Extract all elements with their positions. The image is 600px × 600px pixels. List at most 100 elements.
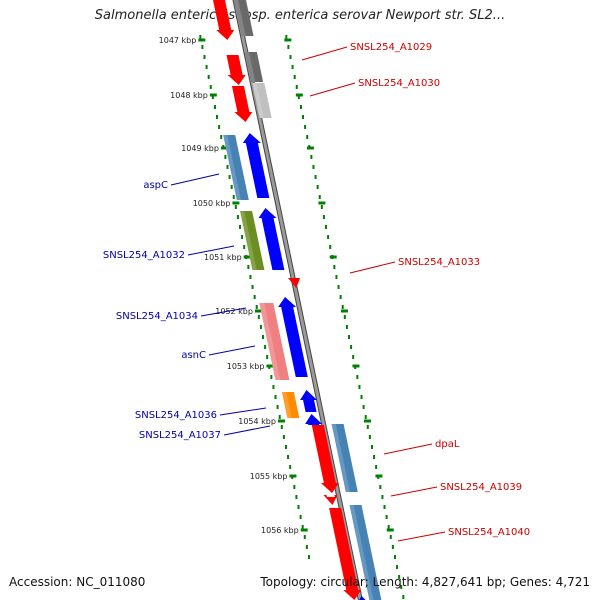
- guide-dot: [352, 355, 355, 359]
- cds-arrow-1039[interactable]: [323, 495, 338, 505]
- gene-bar-1030[interactable]: [252, 83, 272, 118]
- guide-dot: [364, 415, 367, 419]
- guide-dot: [305, 545, 308, 549]
- gene-bar-1028[interactable]: [232, 0, 254, 36]
- cds-arrow-1033[interactable]: [288, 278, 301, 288]
- gene-label-left: SNSL254_A1036: [135, 410, 217, 421]
- gene-label-right: SNSL254_A1030: [358, 78, 440, 89]
- gene-bar-1036[interactable]: [281, 392, 300, 418]
- guide-dot: [297, 505, 300, 509]
- map-title: Salmonella enterica subsp. enterica sero…: [94, 8, 506, 23]
- gene-bar-1034-shade: [259, 303, 281, 380]
- guide-dot: [249, 275, 252, 279]
- guide-dot: [213, 105, 216, 109]
- guide-dot: [343, 315, 346, 319]
- guide-dot: [243, 245, 246, 249]
- guide-dot: [285, 35, 288, 39]
- cds-arrow-aspc[interactable]: [242, 133, 270, 198]
- guide-dot: [337, 285, 340, 289]
- guide-dot: [253, 295, 256, 299]
- cds-arrow-1030[interactable]: [231, 86, 253, 122]
- cds-arrow-1028[interactable]: [211, 0, 235, 40]
- tick-mark: [198, 38, 206, 42]
- guide-dot: [341, 305, 344, 309]
- guide-dot: [320, 205, 323, 209]
- guide-dot: [287, 455, 290, 459]
- cds-arrow-1036[interactable]: [300, 390, 318, 412]
- guide-dot: [381, 495, 384, 499]
- tick-label: 1050 kbp: [193, 199, 231, 208]
- cds-arrow-1037[interactable]: [305, 414, 323, 425]
- guide-dot: [350, 345, 353, 349]
- tick-mark: [289, 474, 297, 478]
- guide-dot: [284, 445, 287, 449]
- cds-arrow-1029[interactable]: [226, 55, 246, 85]
- label-leader: [208, 345, 256, 356]
- guide-dot: [289, 465, 292, 469]
- tick-mark-right: [352, 364, 360, 368]
- guide-dot: [297, 95, 300, 99]
- guide-dot: [307, 555, 310, 559]
- tick-mark-right: [386, 528, 394, 532]
- guide-dot: [327, 235, 330, 239]
- guide-dot: [220, 135, 223, 139]
- cds-arrow-1032[interactable]: [258, 208, 285, 270]
- tick-mark-right: [306, 146, 314, 150]
- tick-mark: [209, 93, 217, 97]
- gene-bar-1029[interactable]: [244, 52, 264, 82]
- tick-label: 1047 kbp: [159, 36, 197, 45]
- gene-label-right: SNSL254_A1029: [350, 42, 432, 53]
- gene-bar-1032[interactable]: [240, 211, 265, 270]
- guide-dot: [280, 425, 283, 429]
- guide-dot: [316, 185, 319, 189]
- guide-dot: [291, 65, 294, 69]
- guide-dot: [295, 85, 298, 89]
- guide-dot: [272, 385, 275, 389]
- gene-bar-1040[interactable]: [349, 505, 382, 600]
- guide-dot: [259, 325, 262, 329]
- label-leader: [170, 173, 220, 186]
- gene-bar-1030-shade: [252, 83, 264, 118]
- cds-arrow-1034[interactable]: [278, 297, 308, 377]
- cds-arrow-1040[interactable]: [329, 508, 362, 600]
- guide-dot: [299, 515, 302, 519]
- tick-mark-right: [318, 201, 326, 205]
- guide-dot: [236, 215, 239, 219]
- guide-dot: [345, 325, 348, 329]
- guide-dot: [368, 435, 371, 439]
- tick-label: 1052 kbp: [215, 307, 253, 316]
- cds-arrow-1041[interactable]: [356, 596, 372, 600]
- gene-label-left: SNSL254_A1032: [103, 250, 185, 261]
- gene-bar-aspc[interactable]: [223, 135, 249, 200]
- gene-bar-1029-shade: [244, 52, 256, 82]
- gene-bar-1032-shade: [240, 211, 257, 270]
- guide-dot: [339, 295, 342, 299]
- tick-label: 1056 kbp: [261, 526, 299, 535]
- guide-dot: [322, 215, 325, 219]
- topology-text: Topology: circular; Length: 4,827,641 bp…: [260, 575, 590, 589]
- guide-dot: [362, 405, 365, 409]
- gene-label-left: SNSL254_A1037: [139, 430, 221, 441]
- tick-mark-right: [329, 255, 337, 259]
- guide-dot: [293, 485, 296, 489]
- guide-dot: [375, 465, 378, 469]
- guide-dot: [329, 245, 332, 249]
- guide-dot: [282, 435, 285, 439]
- guide-dot: [379, 485, 382, 489]
- guide-dot: [293, 75, 296, 79]
- guide-dot: [255, 305, 258, 309]
- gene-bar-dpal[interactable]: [331, 424, 358, 492]
- guide-dot: [205, 65, 208, 69]
- backbone: [233, 0, 362, 600]
- features[interactable]: [211, 0, 382, 600]
- guide-dot: [347, 335, 350, 339]
- guide-dot: [396, 565, 399, 569]
- guide-dot: [226, 165, 229, 169]
- guide-dot: [314, 175, 317, 179]
- guide-dot: [266, 355, 269, 359]
- guide-dot: [216, 115, 219, 119]
- guide-dot: [360, 395, 363, 399]
- gene-bar-1034[interactable]: [259, 303, 290, 380]
- cds-arrow-dpal[interactable]: [311, 425, 339, 493]
